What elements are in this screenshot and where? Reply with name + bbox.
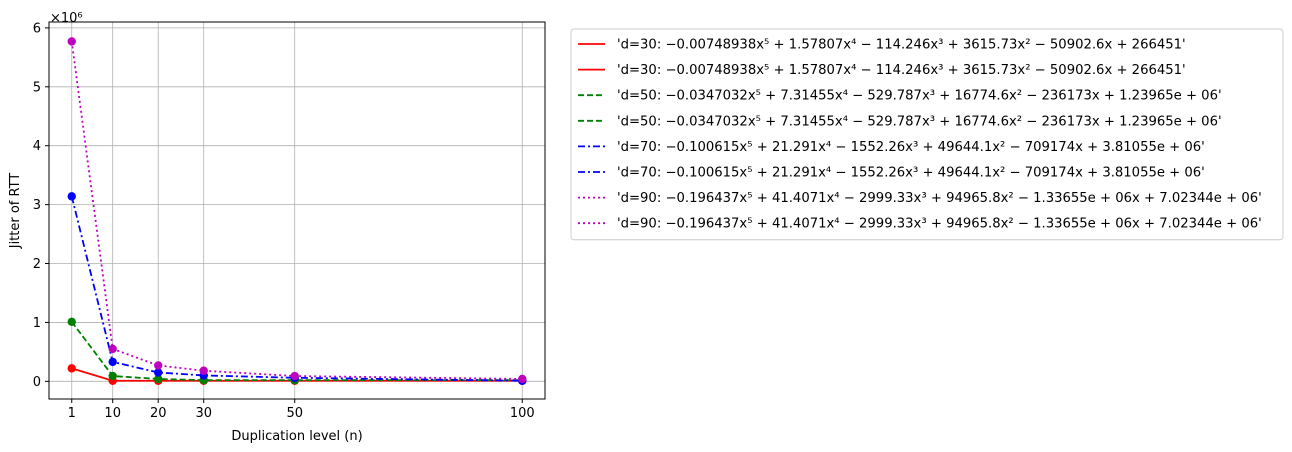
data-point <box>67 317 76 327</box>
plot-frame <box>48 21 546 400</box>
legend-label: 'd=30: −0.00748938x⁵ + 1.57807x⁴ − 114.2… <box>617 63 1186 78</box>
x-tick-label: 20 <box>150 406 167 421</box>
data-point <box>154 361 163 370</box>
y-tick-label: 3 <box>33 198 41 213</box>
data-point <box>108 344 117 354</box>
data-point <box>154 374 163 384</box>
legend-box <box>570 28 1284 241</box>
legend: 'd=30: −0.00748938x⁵ + 1.57807x⁴ − 114.2… <box>570 28 1284 241</box>
y-axis-label: Jitter of RTT <box>8 173 23 250</box>
data-point <box>67 37 76 46</box>
data-point <box>108 371 117 381</box>
data-point <box>518 374 527 384</box>
grid <box>49 22 545 399</box>
y-tick-label: 2 <box>33 257 41 272</box>
legend-label: 'd=70: −0.100615x⁵ + 21.291x⁴ − 1552.26x… <box>617 140 1205 155</box>
legend-label: 'd=30: −0.00748938x⁵ + 1.57807x⁴ − 114.2… <box>617 38 1186 53</box>
x-axis-label: Duplication level (n) <box>231 429 362 444</box>
data-point <box>154 368 163 377</box>
legend-label: 'd=90: −0.196437x⁵ + 41.4071x⁴ − 2999.33… <box>617 191 1262 206</box>
axis-ticks: 1 10 20 30 50 100 0 1 2 3 4 5 6 <box>33 21 535 421</box>
legend-label: 'd=50: −0.0347032x⁵ + 7.31455x⁴ − 529.78… <box>617 89 1222 104</box>
data-point <box>67 192 76 201</box>
x-tick-label: 50 <box>286 406 303 421</box>
data-point <box>108 357 117 367</box>
x-tick-label: 30 <box>195 406 212 421</box>
y-tick-label: 0 <box>33 375 41 390</box>
data-point <box>199 366 208 375</box>
x-tick-label: 10 <box>104 406 121 421</box>
y-tick-label: 4 <box>33 139 41 154</box>
series-layer <box>67 37 527 385</box>
series-line-1 <box>71 321 523 382</box>
data-point <box>67 364 76 373</box>
y-tick-label: 1 <box>33 316 41 331</box>
data-point <box>290 371 299 381</box>
y-offset-text: ×10⁶ <box>50 11 83 26</box>
x-tick-label: 100 <box>510 406 535 421</box>
x-tick-label: 1 <box>68 406 76 421</box>
series-line-0 <box>71 367 523 382</box>
legend-label: 'd=70: −0.100615x⁵ + 21.291x⁴ − 1552.26x… <box>617 166 1205 181</box>
series-line-2 <box>70 196 523 382</box>
series-line-3 <box>70 41 523 380</box>
legend-label: 'd=50: −0.0347032x⁵ + 7.31455x⁴ − 529.78… <box>617 114 1222 129</box>
y-tick-label: 6 <box>33 21 41 36</box>
legend-label: 'd=90: −0.196437x⁵ + 41.4071x⁴ − 2999.33… <box>617 217 1262 232</box>
y-tick-label: 5 <box>33 80 41 95</box>
